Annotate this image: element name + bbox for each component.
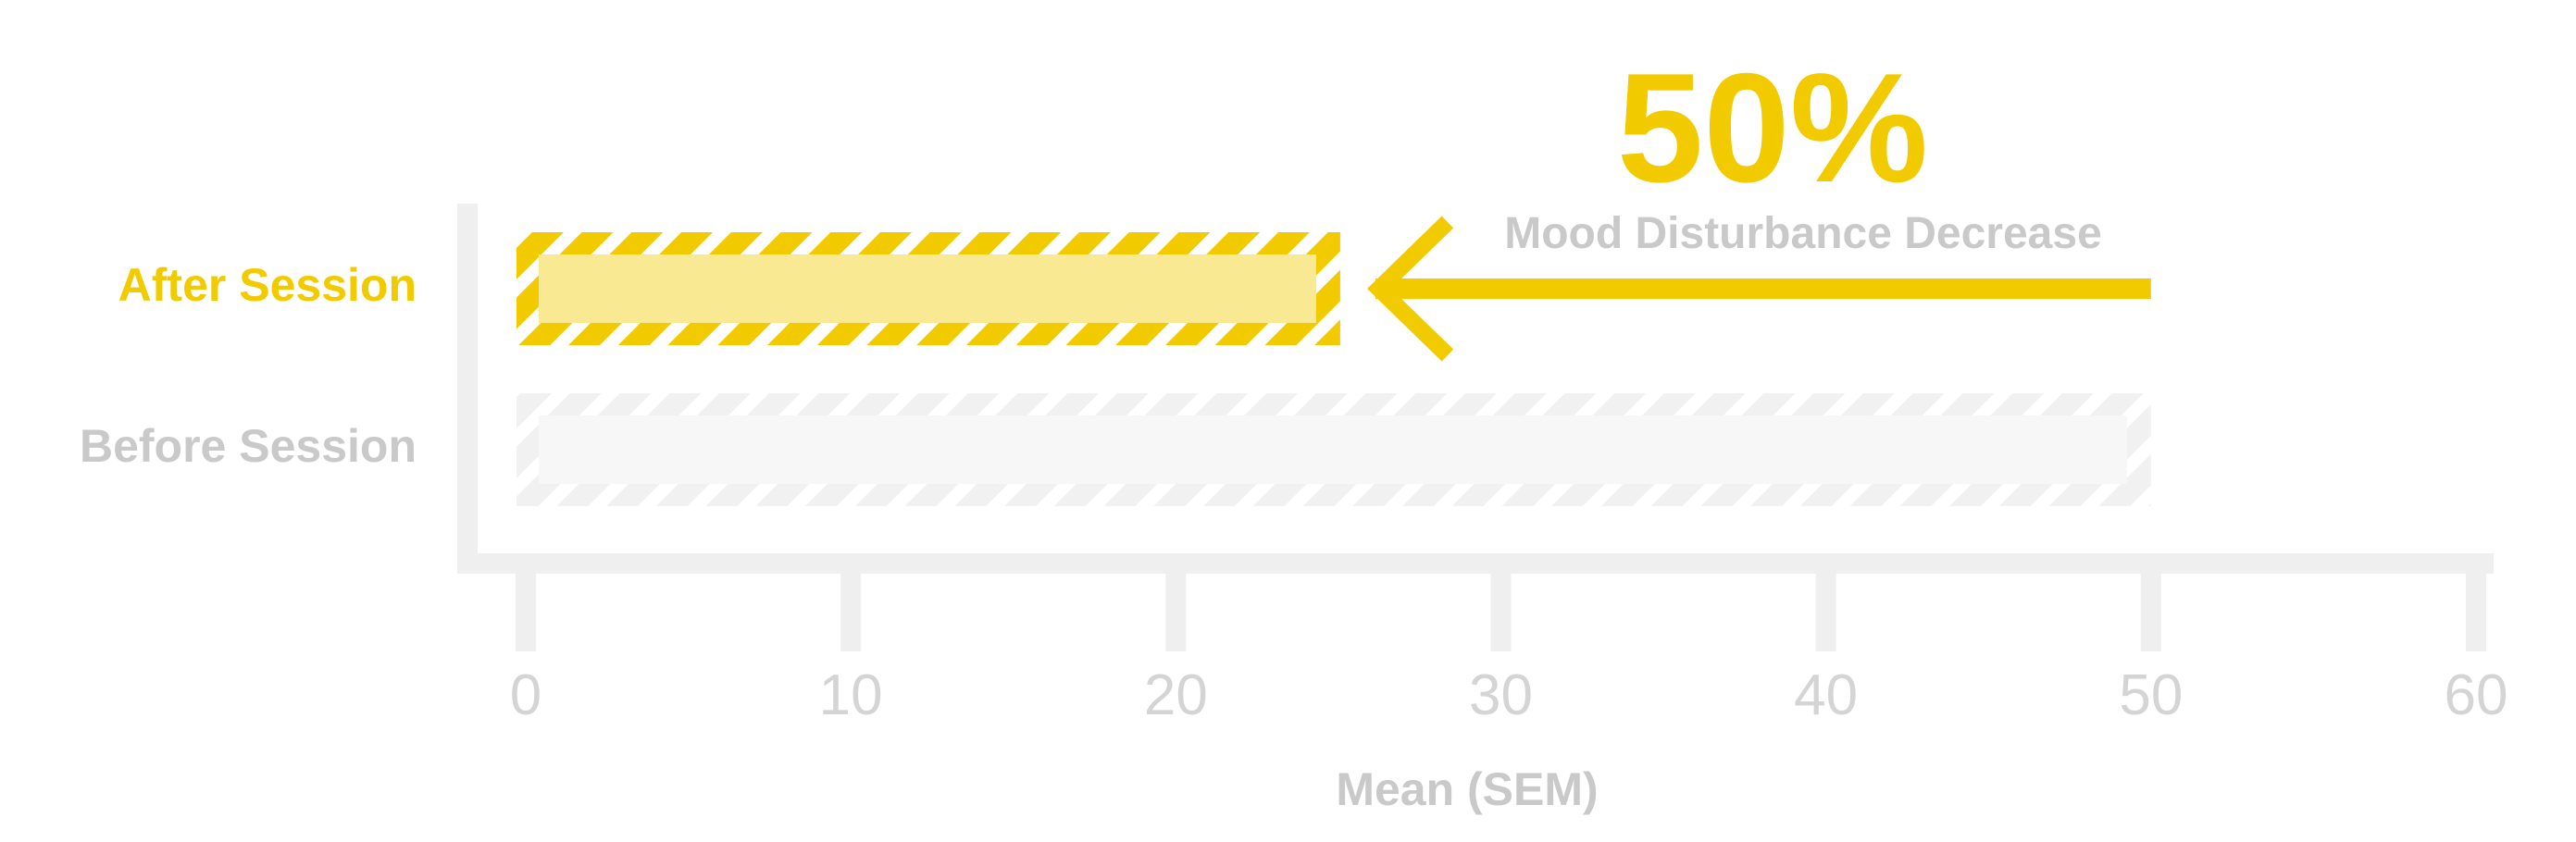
- x-tick-mark: [2466, 564, 2486, 651]
- percent-decrease-value: 50%: [1617, 41, 1928, 215]
- category-label-before-session: Before Session: [80, 420, 417, 472]
- x-tick-mark: [516, 564, 536, 651]
- bar: [539, 254, 1316, 323]
- arrow-shaft: [1375, 279, 2151, 299]
- x-tick-label: 10: [819, 663, 883, 727]
- bar: [539, 415, 2127, 484]
- x-tick-mark: [1165, 564, 1187, 651]
- x-tick-label: 50: [2119, 663, 2183, 727]
- x-tick-mark: [1815, 564, 1836, 651]
- x-axis-line: [457, 553, 2494, 574]
- x-tick-label: 20: [1144, 663, 1208, 727]
- x-tick-mark: [840, 564, 862, 651]
- arrow-head: [1367, 216, 1454, 362]
- y-axis-line: [457, 204, 478, 572]
- x-tick-label: 0: [510, 663, 541, 727]
- category-label-after-session: After Session: [118, 259, 417, 311]
- x-tick-mark: [1490, 564, 1512, 651]
- x-tick-label: 30: [1469, 663, 1533, 727]
- annotation-label: Mood Disturbance Decrease: [1504, 209, 2102, 258]
- x-axis-title: Mean (SEM): [1336, 763, 1598, 815]
- x-tick-label: 40: [1794, 663, 1858, 727]
- x-tick-label: 60: [2445, 663, 2508, 727]
- x-tick-mark: [2140, 564, 2161, 651]
